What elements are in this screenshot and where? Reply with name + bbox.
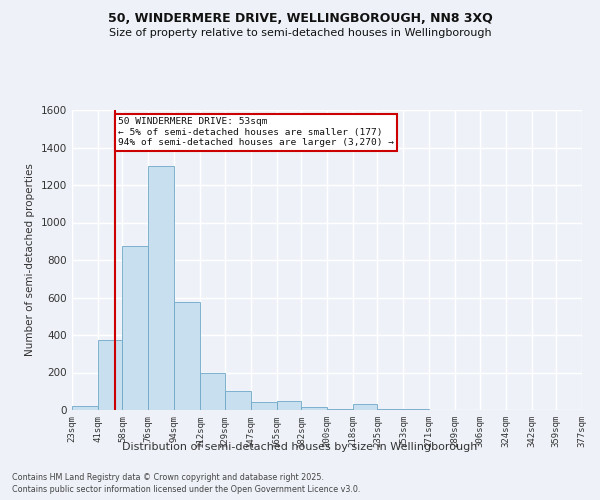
- Bar: [122, 246, 148, 410]
- Text: Size of property relative to semi-detached houses in Wellingborough: Size of property relative to semi-detach…: [109, 28, 491, 38]
- Bar: [148, 166, 174, 410]
- Bar: [353, 404, 377, 410]
- Bar: [301, 407, 327, 410]
- Text: 50, WINDERMERE DRIVE, WELLINGBOROUGH, NN8 3XQ: 50, WINDERMERE DRIVE, WELLINGBOROUGH, NN…: [107, 12, 493, 26]
- Text: Contains public sector information licensed under the Open Government Licence v3: Contains public sector information licen…: [12, 485, 361, 494]
- Y-axis label: Number of semi-detached properties: Number of semi-detached properties: [25, 164, 35, 356]
- Bar: [377, 409, 403, 410]
- Bar: [72, 406, 98, 410]
- Bar: [98, 340, 122, 410]
- Text: Contains HM Land Registry data © Crown copyright and database right 2025.: Contains HM Land Registry data © Crown c…: [12, 472, 324, 482]
- Bar: [327, 409, 353, 410]
- Bar: [200, 372, 225, 410]
- Bar: [225, 391, 251, 410]
- Bar: [277, 400, 301, 410]
- Bar: [174, 302, 200, 410]
- Text: Distribution of semi-detached houses by size in Wellingborough: Distribution of semi-detached houses by …: [122, 442, 478, 452]
- Text: 50 WINDERMERE DRIVE: 53sqm
← 5% of semi-detached houses are smaller (177)
94% of: 50 WINDERMERE DRIVE: 53sqm ← 5% of semi-…: [118, 118, 394, 148]
- Bar: [251, 402, 277, 410]
